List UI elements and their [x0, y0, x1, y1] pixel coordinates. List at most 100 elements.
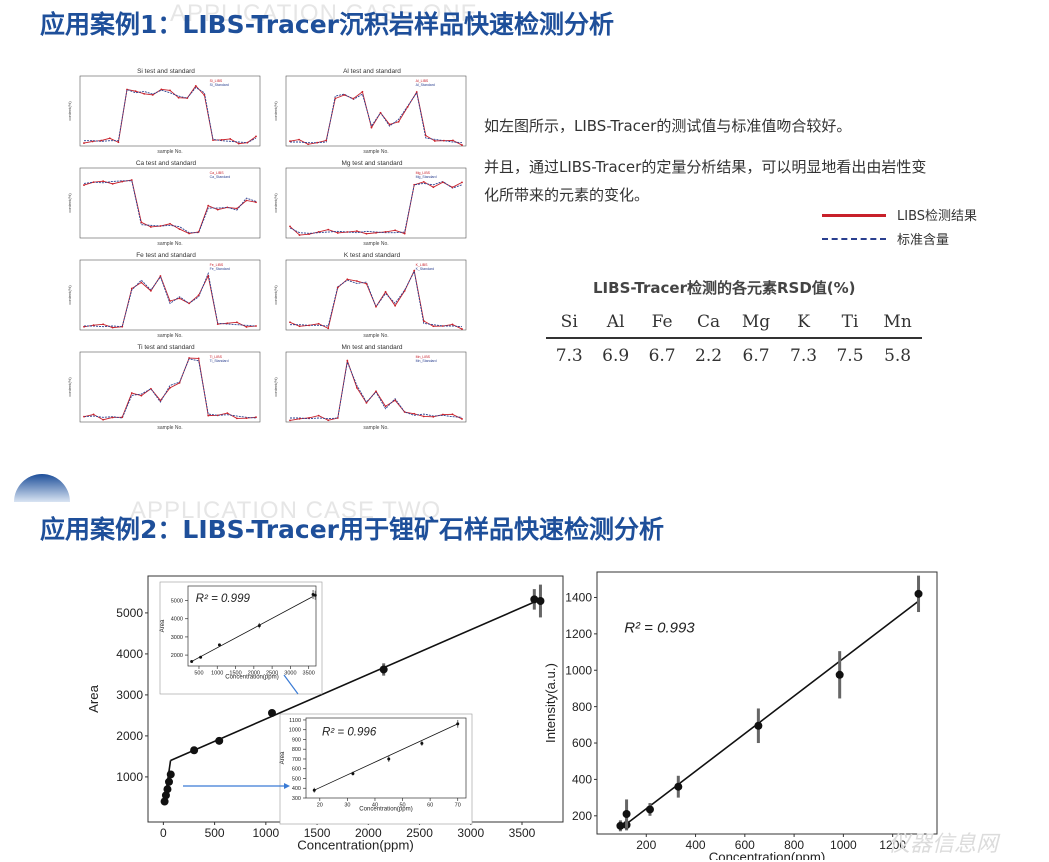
panel-ylabel: content(%) [273, 285, 278, 305]
x-tick-label: 2500 [406, 826, 433, 840]
x-tick-label: 400 [686, 838, 706, 852]
y-tick-label: 1000 [289, 728, 301, 734]
data-point [312, 788, 316, 792]
x-tick-label: 3000 [284, 671, 296, 677]
y-axis-label: Intensity(a.u.) [545, 663, 558, 743]
legend-dashed-label: 标准含量 [897, 233, 950, 248]
x-tick-label: 2500 [266, 671, 278, 677]
panel-title: Al test and standard [343, 68, 401, 75]
panel-point [379, 111, 382, 114]
element-panel: Fe test and standard content(%) sample No.… [66, 252, 266, 342]
panel-point [461, 328, 463, 330]
axes-frame [187, 585, 317, 667]
panel-point [255, 416, 257, 419]
rsd-table: Si Al Fe Ca Mg K Ti Mn 7.3 6.9 6.7 2.2 6… [546, 306, 922, 372]
element-panel: Si test and standard content(%) sample No.… [66, 68, 266, 158]
panel-point [346, 278, 349, 281]
panel-ylabel: content(%) [67, 193, 72, 213]
panel-xlabel: sample No. [363, 333, 388, 339]
x-tick-label: 2000 [355, 826, 382, 840]
x-tick-label: 800 [784, 838, 804, 852]
panel-xlabel: sample No. [157, 425, 182, 431]
panel-title: Ca test and standard [135, 160, 197, 167]
panel-point [91, 140, 94, 143]
x-tick-label: 500 [194, 671, 203, 677]
data-point [914, 589, 923, 598]
y-tick-label: 4000 [171, 617, 183, 623]
data-point [616, 821, 625, 830]
fit-line [191, 594, 316, 662]
data-point [674, 782, 683, 791]
panel-point [102, 323, 105, 326]
data-point [387, 757, 391, 761]
r-squared-label: R² = 0.993 [624, 619, 695, 636]
rsd-value: 6.9 [602, 345, 630, 366]
panel-xlabel: sample No. [157, 149, 182, 155]
area-concentration-chart: 0 500 1000 1500 2000 2500 3000 3500 1000 2000 3000… [88, 575, 564, 853]
panel-point [308, 416, 311, 419]
panel-point [151, 94, 154, 96]
data-point [160, 797, 169, 806]
y-tick-label: 900 [292, 737, 301, 743]
x-tick-label: 3500 [509, 826, 536, 840]
panel-point [121, 180, 124, 183]
y-tick-label: 300 [292, 796, 301, 802]
y-tick-label: 1100 [289, 718, 301, 724]
panel-legend-standard: Al_Standard [416, 83, 435, 87]
x-tick-label: 200 [636, 838, 656, 852]
panel-point [394, 399, 397, 402]
panel-point [433, 140, 436, 142]
rsd-value: 2.2 [695, 345, 723, 366]
panel-libs-line [289, 269, 463, 330]
panel-point [207, 414, 210, 417]
element-panel: K test and standard content(%) sample No. K… [272, 252, 472, 342]
y-axis-label: Area [280, 751, 286, 764]
panel-title: Ti test and standard [137, 344, 195, 351]
y-tick-label: 600 [292, 767, 301, 773]
panel-point [422, 320, 425, 322]
panel-point [388, 123, 391, 126]
data-point [190, 659, 194, 663]
panel-point [384, 230, 387, 233]
panel-title: Fe test and standard [136, 252, 196, 259]
x-tick-label: 1500 [229, 671, 241, 677]
panel-point [197, 357, 200, 360]
panel-point [207, 274, 210, 277]
panel-xlabel: sample No. [363, 241, 388, 247]
data-point [351, 772, 355, 776]
panel-point [397, 120, 400, 123]
panel-standard-line [83, 180, 257, 234]
x-tick-label: 0 [160, 826, 167, 840]
panel-point [188, 232, 191, 235]
x-tick-label: 50 [399, 803, 405, 809]
data-point [530, 595, 539, 604]
panel-axes [285, 259, 467, 331]
panel-point [325, 139, 328, 142]
panel-legend-libs: Fe_LIBS [210, 263, 224, 267]
panel-point [169, 300, 171, 302]
intensity-concentration-chart: 200 400 600 800 1000 1200 200 400 600 800 1000 1200… [545, 571, 938, 860]
arrow-head-icon [284, 783, 290, 789]
panel-point [83, 142, 85, 144]
panel-point [226, 412, 229, 414]
rsd-value-row: 7.3 6.9 6.7 2.2 6.7 7.3 7.5 5.8 [546, 338, 922, 372]
panel-point [375, 390, 377, 393]
panel-point [245, 417, 248, 420]
rsd-header-row: Si Al Fe Ca Mg K Ti Mn [546, 306, 922, 338]
panel-point [289, 140, 291, 143]
x-tick-label: 30 [344, 803, 350, 809]
x-tick-label: 500 [205, 826, 225, 840]
legend-dashed-line [822, 238, 886, 240]
panel-point [375, 305, 377, 308]
legend-solid-line [822, 214, 886, 217]
panel-point [432, 186, 435, 189]
panel-point [361, 90, 364, 93]
panel-point [188, 302, 191, 305]
panel-point [316, 141, 319, 144]
panel-title: Mn test and standard [341, 344, 403, 351]
axes-frame [596, 571, 938, 835]
panel-point [413, 269, 416, 272]
